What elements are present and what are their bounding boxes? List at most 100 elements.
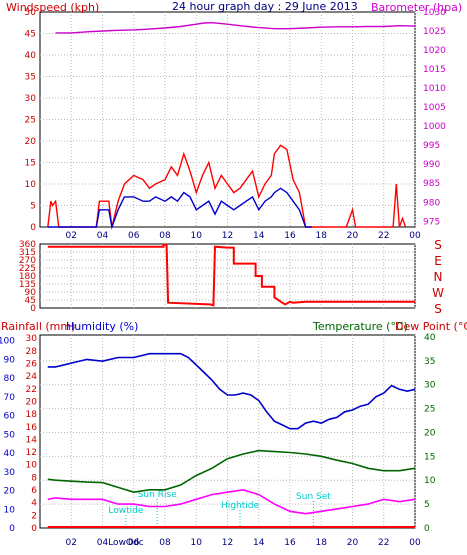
temperature-tick-label: 5 bbox=[424, 500, 430, 510]
direction-gridlines bbox=[40, 244, 416, 308]
temperature-tick-label: 15 bbox=[424, 452, 435, 462]
rainfall-tick-label: 8 bbox=[31, 473, 37, 483]
windspeed-tick-label: 15 bbox=[25, 159, 36, 169]
barometer-tick-label: 980 bbox=[423, 198, 440, 208]
rainfall-tick-label: 14 bbox=[26, 435, 38, 445]
x-tick-label: 06 bbox=[128, 538, 140, 548]
barometer-tick-label: 1030 bbox=[423, 8, 446, 18]
rainfall-tick-label: 30 bbox=[26, 334, 38, 344]
temperature-tick-label: 30 bbox=[424, 381, 436, 391]
annotation-label: Sun Set bbox=[296, 492, 331, 502]
temperature-tick-label: 40 bbox=[424, 333, 436, 343]
compass-label: S bbox=[434, 302, 442, 316]
direction-series bbox=[47, 243, 415, 307]
direction-tick-label: 90 bbox=[25, 288, 37, 298]
barometer-tick-label: 1025 bbox=[423, 27, 446, 37]
x-tick-label: 12 bbox=[222, 231, 233, 241]
windspeed-tick-label: 10 bbox=[25, 180, 37, 190]
x-tick-label: 08 bbox=[159, 231, 171, 241]
rainfall-tick-label: 0 bbox=[31, 524, 37, 534]
x-tick-label: 02 bbox=[66, 538, 77, 548]
humidity-tick-label: 0 bbox=[9, 524, 15, 534]
temperature-tick-label: 35 bbox=[424, 357, 435, 367]
rainfall-tick-label: 28 bbox=[26, 347, 38, 357]
direction-tick-label: 135 bbox=[19, 280, 36, 290]
climate-x-tick-labels: 02 04 06 08 10 12 14 16 18 20 22 00 LowOdc bbox=[66, 538, 421, 548]
rainfall-tick-label: 22 bbox=[26, 385, 37, 395]
dewpoint-axis-label: Dew Point (°C) bbox=[395, 320, 467, 333]
barometer-tick-label: 1010 bbox=[423, 84, 446, 94]
windspeed-tick-label: 25 bbox=[25, 116, 36, 126]
barometer-tick-label: 995 bbox=[423, 141, 440, 151]
annotation-label: Lowtide bbox=[108, 506, 143, 516]
windspeed-tick-label: 30 bbox=[25, 94, 37, 104]
annotation-label: Sun Rise bbox=[138, 490, 177, 500]
humidity-axis-label: Humidity (%) bbox=[66, 320, 138, 333]
windspeed-tick-label: 50 bbox=[25, 8, 37, 18]
direction-tick-label: 270 bbox=[19, 256, 36, 266]
tide-sun-annotations: Sun Rise Lowtide Hightide Sun Set bbox=[108, 490, 331, 528]
windspeed-tick-label: 0 bbox=[30, 223, 36, 233]
x-tick-label: 16 bbox=[284, 231, 296, 241]
humidity-tick-label: 90 bbox=[4, 355, 16, 365]
x-tick-label: 20 bbox=[347, 538, 359, 548]
compass-label: E bbox=[434, 254, 442, 268]
rainfall-axis-label: Rainfall (mm) bbox=[1, 320, 75, 333]
rainfall-tick-label: 24 bbox=[26, 372, 38, 382]
x-tick-label-special: LowOdc bbox=[108, 538, 144, 548]
x-tick-label: 16 bbox=[284, 538, 296, 548]
barometer-tick-labels: 975 980 985 990 995 1000 1005 1010 1015 1020 1025 1… bbox=[423, 8, 446, 227]
x-tick-label: 08 bbox=[159, 538, 171, 548]
wind-baro-series bbox=[47, 21, 416, 230]
x-tick-label: 14 bbox=[253, 538, 265, 548]
wind-baro-x-tick-labels: 02 04 06 08 10 12 14 16 18 20 22 00 bbox=[66, 231, 421, 241]
series-line-wind-direction bbox=[47, 243, 415, 307]
compass-label: W bbox=[432, 286, 444, 300]
direction-tick-label: 315 bbox=[19, 248, 36, 258]
rainfall-tick-label: 16 bbox=[26, 423, 38, 433]
rainfall-tick-label: 26 bbox=[26, 359, 38, 369]
humidity-tick-label: 80 bbox=[4, 374, 16, 384]
barometer-tick-label: 1000 bbox=[423, 122, 446, 132]
temperature-tick-label: 20 bbox=[424, 428, 436, 438]
windspeed-tick-label: 5 bbox=[30, 202, 36, 212]
x-tick-label: 12 bbox=[222, 538, 233, 548]
barometer-tick-label: 990 bbox=[423, 160, 440, 170]
climate-gridlines bbox=[40, 335, 416, 528]
temperature-tick-label: 10 bbox=[424, 476, 436, 486]
humidity-tick-label: 70 bbox=[4, 393, 16, 403]
x-tick-label: 00 bbox=[409, 231, 421, 241]
direction-tick-label: 45 bbox=[25, 296, 36, 306]
rainfall-tick-label: 10 bbox=[26, 461, 38, 471]
x-tick-label: 18 bbox=[316, 231, 328, 241]
temperature-tick-labels: 0 5 10 15 20 25 30 35 40 bbox=[424, 333, 436, 534]
windspeed-tick-label: 20 bbox=[25, 137, 37, 147]
direction-tick-label: 360 bbox=[19, 240, 36, 250]
rainfall-tick-label: 18 bbox=[26, 410, 38, 420]
climate-series bbox=[47, 352, 416, 528]
temperature-axis-label: Temperature (°C) bbox=[312, 320, 408, 333]
humidity-tick-label: 50 bbox=[4, 430, 16, 440]
series-line-average bbox=[47, 187, 312, 230]
x-tick-label: 22 bbox=[378, 538, 389, 548]
humidity-tick-label: 30 bbox=[4, 468, 16, 478]
temperature-tick-label: 0 bbox=[424, 524, 430, 534]
windspeed-tick-label: 35 bbox=[25, 73, 36, 83]
windspeed-tick-label: 45 bbox=[25, 30, 36, 40]
x-tick-label: 10 bbox=[191, 231, 203, 241]
x-tick-label: 10 bbox=[191, 538, 203, 548]
chart-title: 24 hour graph day : 29 June 2013 bbox=[172, 0, 358, 13]
rainfall-tick-label: 2 bbox=[31, 511, 37, 521]
windspeed-tick-label: 40 bbox=[25, 51, 37, 61]
humidity-tick-label: 60 bbox=[4, 412, 16, 422]
x-tick-label: 20 bbox=[347, 231, 359, 241]
x-tick-label: 02 bbox=[66, 231, 77, 241]
humidity-tick-labels: 0 10 20 30 40 50 60 70 80 90 100 bbox=[0, 337, 15, 534]
x-tick-label: 14 bbox=[253, 231, 265, 241]
compass-label: S bbox=[434, 238, 442, 252]
rainfall-tick-label: 12 bbox=[26, 448, 37, 458]
